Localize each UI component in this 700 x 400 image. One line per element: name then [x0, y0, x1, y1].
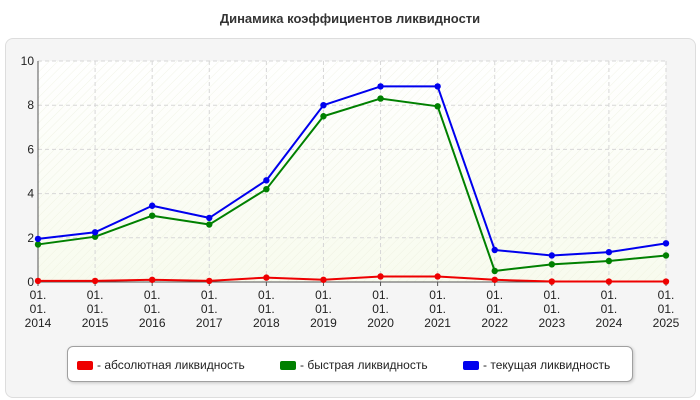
series-line-0 — [38, 275, 666, 283]
series-point-1 — [491, 267, 498, 275]
series-point-0 — [434, 273, 441, 280]
y-tick-label: 6 — [27, 142, 34, 156]
series-point-1 — [320, 113, 327, 120]
series-point-1 — [662, 252, 670, 259]
series-line-2 — [37, 85, 667, 257]
series-point-1 — [377, 95, 384, 102]
series-point-2 — [548, 252, 556, 259]
series-point-2 — [320, 102, 327, 109]
x-tick-label: 01. 01. 2022 — [481, 288, 508, 330]
legend-swatch-absolute — [77, 360, 93, 370]
series-point-1 — [91, 233, 99, 240]
series-point-2 — [263, 177, 270, 184]
series-point-1 — [605, 257, 613, 265]
chart-legend: - абсолютная ликвидность - быстрая ликви… — [67, 346, 633, 382]
series-point-1 — [206, 221, 213, 228]
x-tick-label: 01. 01. 2014 — [25, 288, 52, 330]
x-tick-label: 01. 01. 2020 — [367, 288, 394, 330]
y-tick-label: 10 — [21, 54, 35, 68]
x-tick-label: 01. 01. 2025 — [653, 288, 680, 330]
series-point-2 — [206, 214, 213, 222]
legend-label-quick: - быстрая ликвидность — [300, 358, 428, 372]
series-point-0 — [491, 276, 498, 283]
series-point-0 — [548, 278, 556, 285]
series-point-2 — [434, 83, 441, 90]
series-point-2 — [491, 246, 498, 254]
series-point-2 — [662, 240, 670, 247]
series-point-0 — [206, 277, 213, 285]
x-tick-label: 01. 01. 2015 — [82, 288, 109, 330]
legend-label-absolute: - абсолютная ликвидность — [97, 358, 245, 372]
plot-hatch — [38, 61, 666, 282]
series-point-0 — [662, 278, 670, 285]
x-tick-label: 01. 01. 2021 — [424, 288, 451, 330]
x-tick-label: 01. 01. 2018 — [253, 288, 280, 330]
x-tick-label: 01. 01. 2023 — [538, 288, 565, 330]
series-point-0 — [148, 276, 156, 283]
series-point-2 — [148, 202, 156, 209]
series-point-2 — [34, 235, 42, 243]
y-tick-label: 4 — [27, 187, 34, 201]
series-point-0 — [263, 274, 270, 281]
chart-title: Динамика коэффициентов ликвидности — [219, 11, 481, 26]
x-tick-label: 01. 01. 2016 — [139, 288, 166, 330]
legend-swatch-current — [463, 360, 479, 370]
series-point-0 — [34, 277, 42, 285]
x-tick-label: 01. 01. 2017 — [196, 288, 223, 330]
x-tick-label: 01. 01. 2024 — [596, 288, 623, 330]
series-point-1 — [434, 103, 441, 110]
series-point-1 — [34, 241, 42, 248]
series-point-0 — [91, 277, 99, 285]
series-point-2 — [377, 83, 384, 90]
series-point-1 — [148, 212, 156, 219]
legend-item-absolute[interactable]: - абсолютная ликвидность — [77, 347, 245, 383]
series-point-0 — [377, 273, 384, 280]
y-tick-label: 8 — [27, 98, 34, 112]
series-point-0 — [605, 278, 613, 285]
series-point-1 — [548, 261, 556, 268]
series-line-1 — [37, 97, 667, 272]
series-point-2 — [91, 229, 99, 236]
legend-item-current[interactable]: - текущая ликвидность — [463, 347, 610, 383]
series-point-0 — [320, 276, 327, 283]
y-tick-label: 2 — [27, 231, 34, 245]
series-point-2 — [605, 248, 613, 256]
y-tick-label: 0 — [27, 275, 34, 289]
legend-swatch-quick — [280, 360, 296, 370]
x-tick-label: 01. 01. 2019 — [310, 288, 337, 330]
legend-label-current: - текущая ликвидность — [483, 358, 611, 372]
series-point-1 — [263, 185, 270, 193]
legend-item-quick[interactable]: - быстрая ликвидность — [280, 347, 428, 383]
